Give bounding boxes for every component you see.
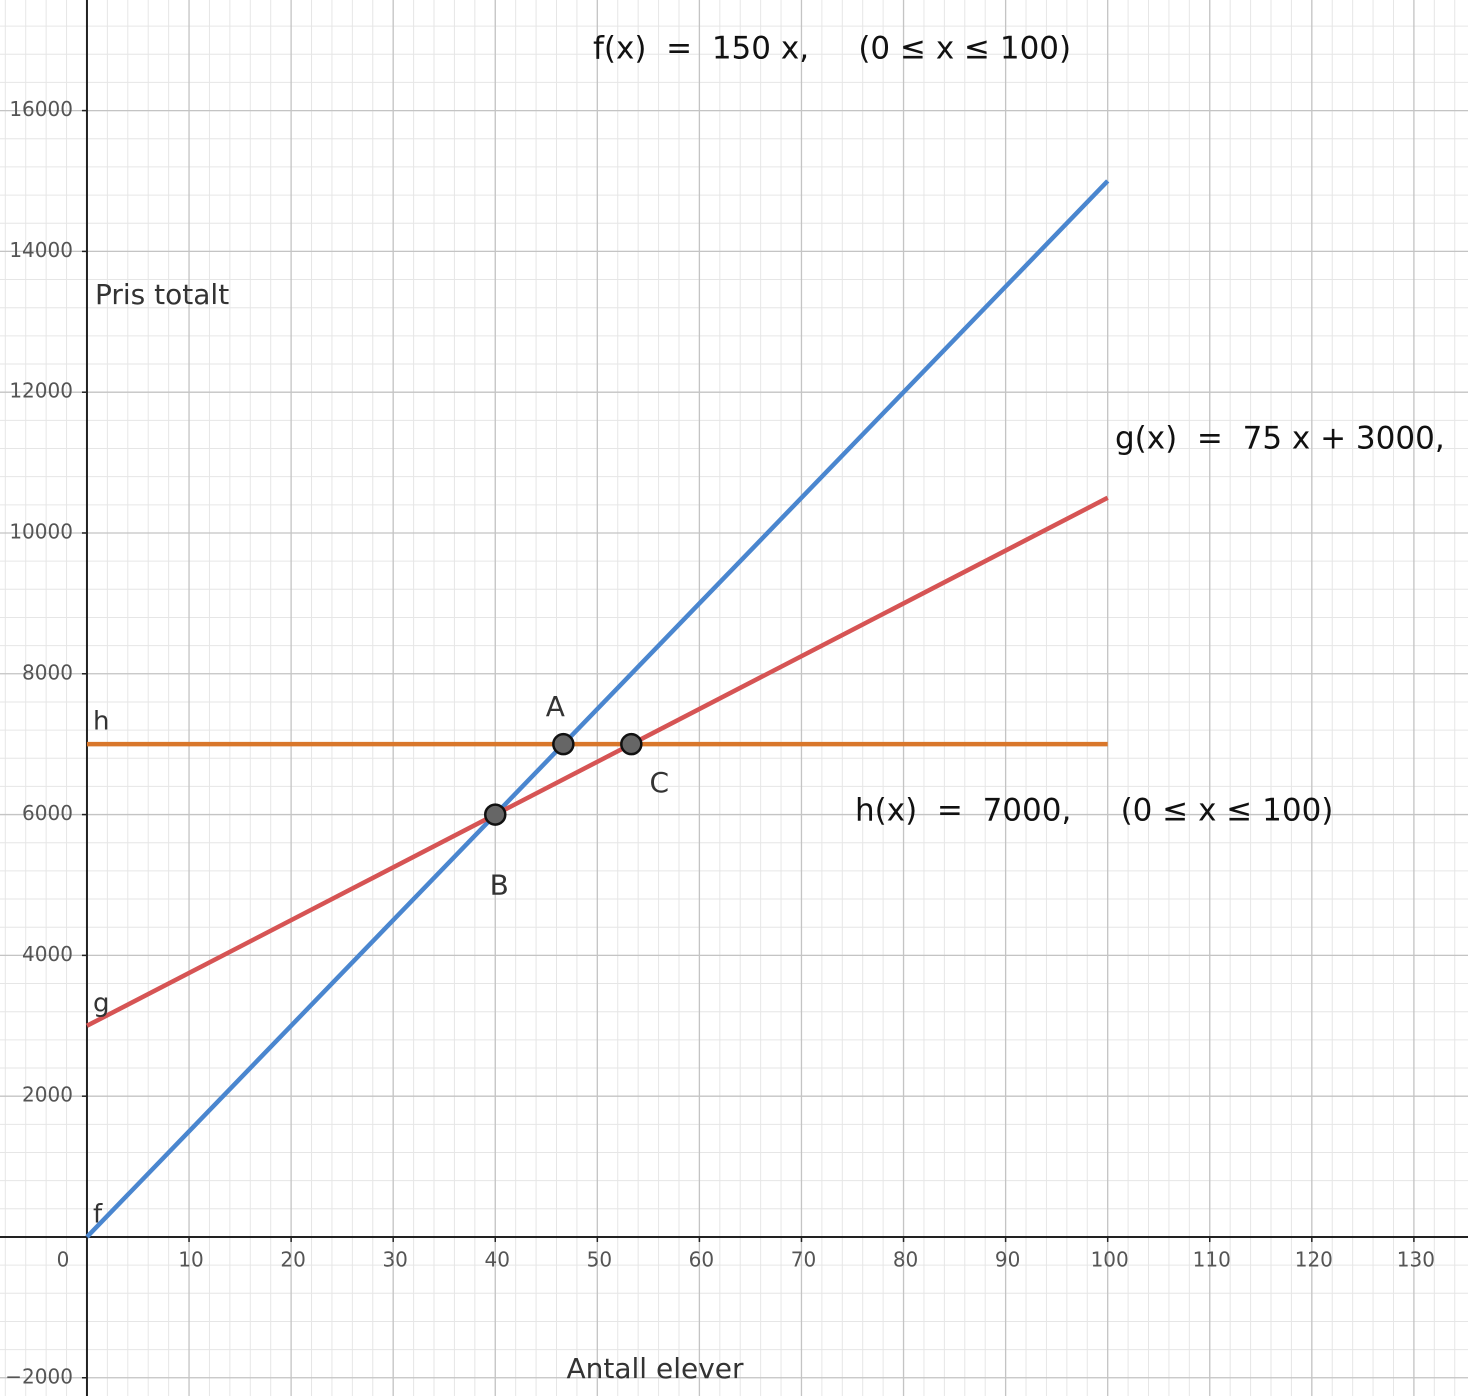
y-tick-label: 4000 bbox=[22, 942, 73, 966]
equation: h(x) = 7000, (0 ≤ x ≤ 100) bbox=[855, 793, 1333, 829]
point-label: C bbox=[650, 766, 670, 799]
series-line bbox=[85, 179, 1110, 1239]
y-tick-label: 10000 bbox=[9, 519, 73, 543]
series-label: f bbox=[93, 1199, 103, 1229]
x-tick-label: 70 bbox=[791, 1247, 816, 1271]
x-axis-label: Antall elever bbox=[566, 1352, 744, 1385]
equation: g(x) = 75 x + 3000, bbox=[1115, 421, 1445, 457]
intersection-point bbox=[620, 732, 643, 756]
x-tick-label: 80 bbox=[893, 1247, 918, 1271]
y-tick-label: −2000 bbox=[5, 1364, 73, 1388]
y-tick-label: 14000 bbox=[9, 238, 73, 262]
point-label: A bbox=[546, 690, 565, 723]
x-tick-label: 60 bbox=[689, 1247, 714, 1271]
y-tick-label: 2000 bbox=[22, 1083, 73, 1107]
series-line bbox=[85, 495, 1109, 1028]
intersection-point bbox=[484, 803, 507, 826]
x-tick-label: 90 bbox=[995, 1247, 1020, 1271]
x-tick-label: 110 bbox=[1193, 1247, 1231, 1271]
y-tick-label: 12000 bbox=[9, 379, 73, 403]
x-tick-label: 10 bbox=[178, 1247, 203, 1271]
x-tick-label: 50 bbox=[587, 1247, 612, 1271]
x-tick-label: 130 bbox=[1397, 1247, 1435, 1271]
x-tick-label: 30 bbox=[382, 1247, 407, 1271]
equation: f(x) = 150 x, (0 ≤ x ≤ 100) bbox=[593, 31, 1071, 67]
x-tick-label: 40 bbox=[485, 1247, 510, 1271]
x-tick-label: 0 bbox=[57, 1247, 70, 1271]
x-tick-label: 100 bbox=[1091, 1247, 1129, 1271]
y-axis-label: Pris totalt bbox=[95, 278, 229, 311]
y-tick-label: 6000 bbox=[22, 801, 73, 825]
series-label: h bbox=[93, 707, 109, 737]
intersection-point bbox=[552, 732, 575, 756]
x-tick-label: 20 bbox=[280, 1247, 305, 1271]
y-tick-label: 8000 bbox=[22, 660, 73, 684]
point-label: B bbox=[490, 869, 509, 902]
y-tick-label: 16000 bbox=[9, 97, 73, 121]
series-label: g bbox=[93, 988, 110, 1018]
x-tick-label: 120 bbox=[1295, 1247, 1333, 1271]
